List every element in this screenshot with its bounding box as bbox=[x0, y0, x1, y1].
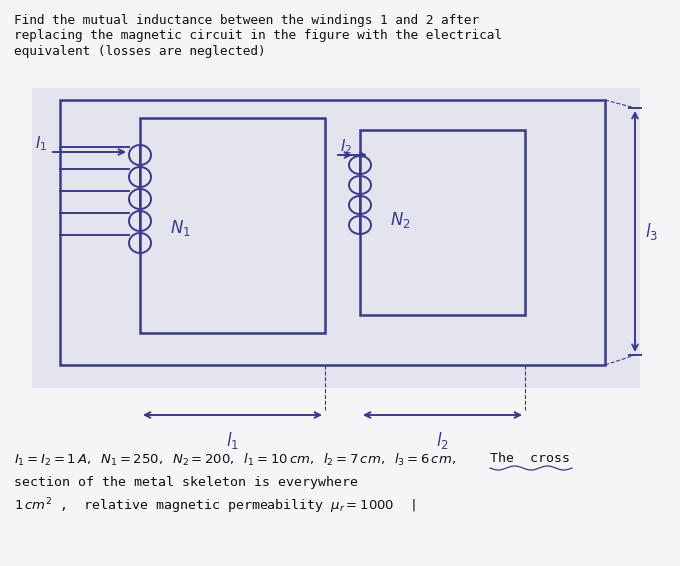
Text: $l_2$: $l_2$ bbox=[436, 430, 449, 451]
Text: $N_2$: $N_2$ bbox=[390, 210, 411, 230]
Bar bbox=[140, 118, 325, 333]
Text: section of the metal skeleton is everywhere: section of the metal skeleton is everywh… bbox=[14, 476, 358, 489]
Text: $I_1$: $I_1$ bbox=[35, 134, 47, 153]
Text: Find the mutual inductance between the windings 1 and 2 after: Find the mutual inductance between the w… bbox=[14, 14, 479, 27]
Text: $I_1 = I_2 = 1\,A,\;\; N_1 = 250,\;\; N_2 = 200,\;\; l_1 = 10\,cm,\;\; l_2 = 7\,: $I_1 = I_2 = 1\,A,\;\; N_1 = 250,\;\; N_… bbox=[14, 452, 456, 468]
Text: $1\,cm^2$ ,  relative magnetic permeability $\mu_r = 1000$  |: $1\,cm^2$ , relative magnetic permeabili… bbox=[14, 496, 416, 516]
Bar bbox=[60, 100, 605, 365]
Text: $I_2$: $I_2$ bbox=[340, 137, 352, 156]
Text: The  cross: The cross bbox=[490, 452, 570, 465]
Bar bbox=[360, 130, 525, 315]
Text: replacing the magnetic circuit in the figure with the electrical: replacing the magnetic circuit in the fi… bbox=[14, 29, 502, 42]
Text: equivalent (losses are neglected): equivalent (losses are neglected) bbox=[14, 45, 266, 58]
Text: $l_3$: $l_3$ bbox=[645, 221, 658, 242]
Text: $N_1$: $N_1$ bbox=[170, 218, 191, 238]
Text: $l_1$: $l_1$ bbox=[226, 430, 239, 451]
Bar bbox=[32, 88, 640, 388]
